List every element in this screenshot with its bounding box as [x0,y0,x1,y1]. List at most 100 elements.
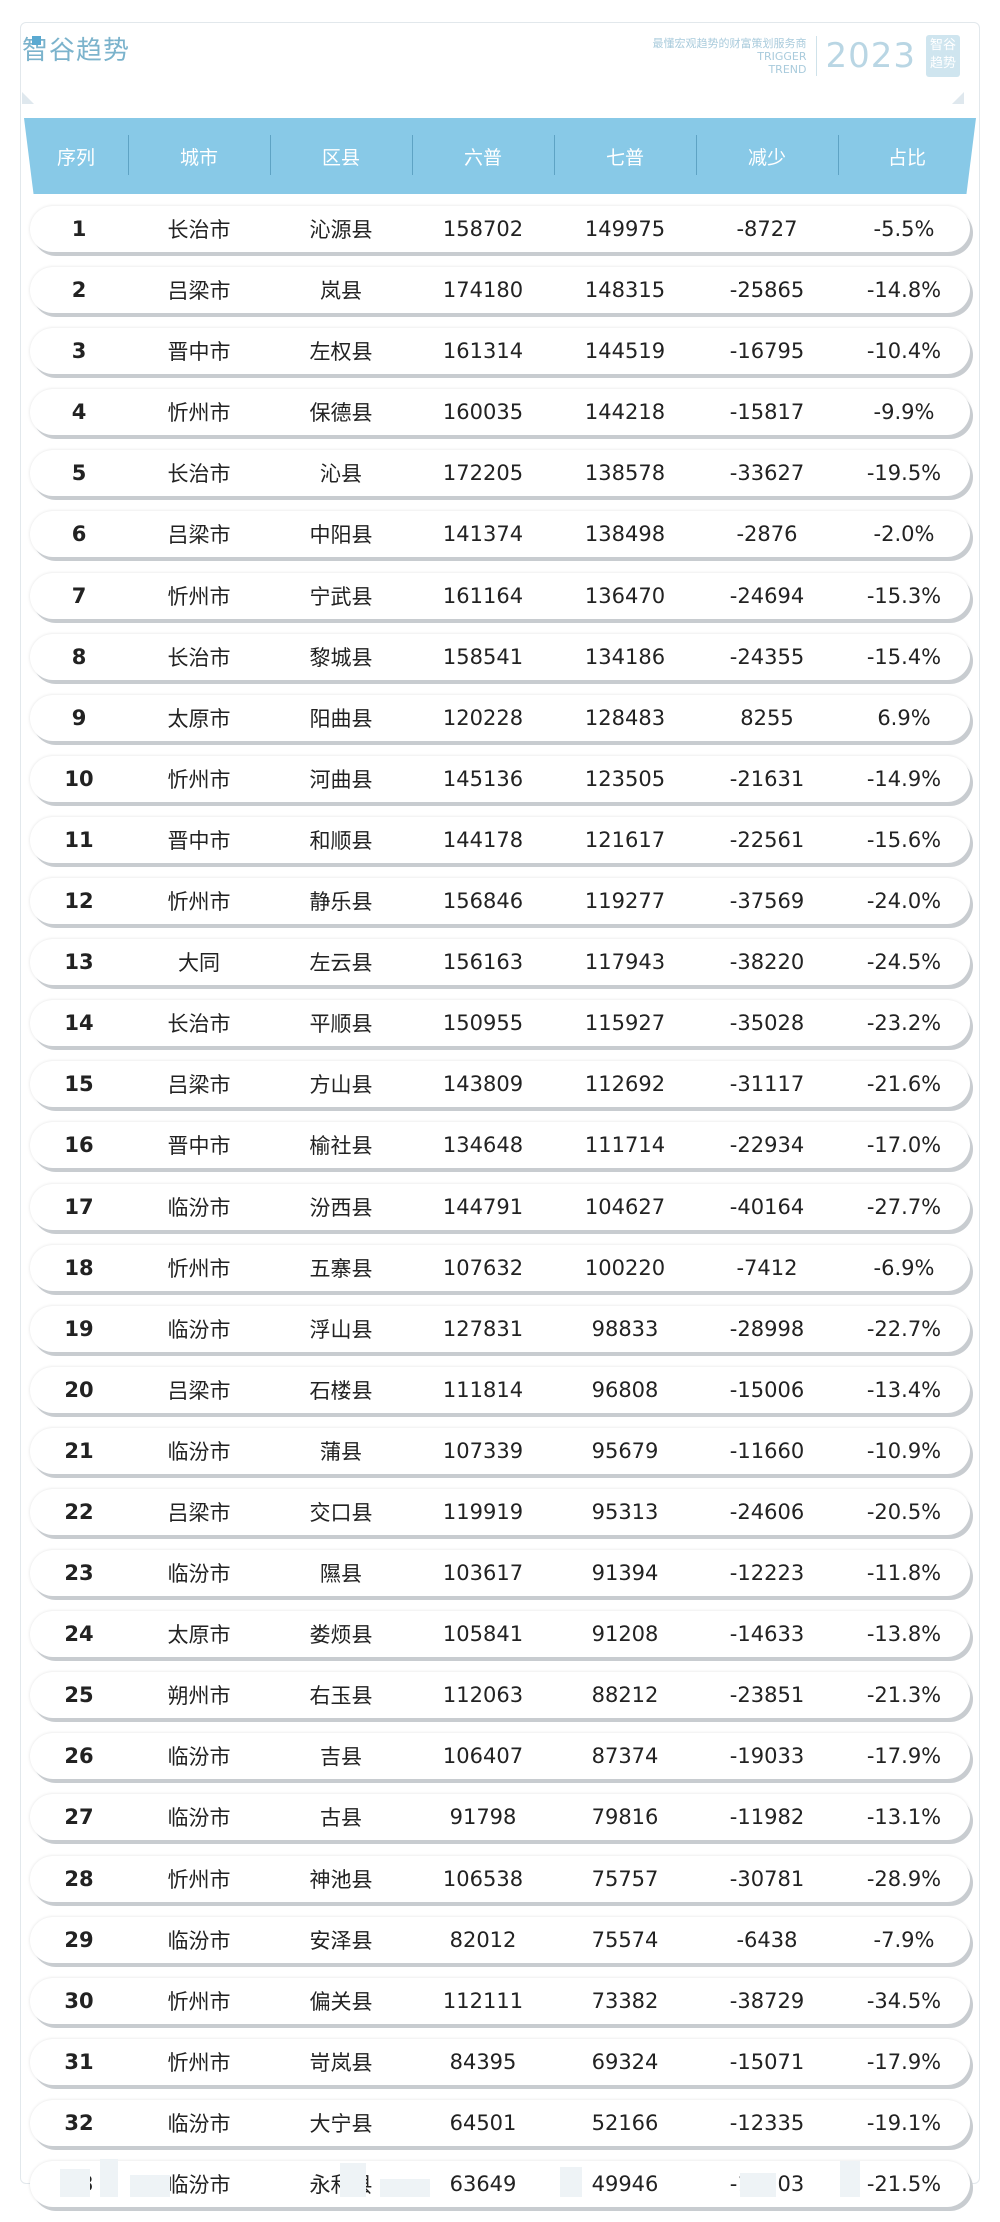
header-city: 城市 [128,134,270,175]
table-row: 15 吕梁市 方山县 143809 112692 -31117 -21.6% [30,1061,970,1108]
cell-ratio: -14.9% [866,766,942,791]
cell-index: 20 [64,1377,94,1402]
cell-seventh-census: 75574 [591,1927,659,1952]
cell-county: 安泽县 [309,1928,373,1953]
cell-sixth-census: 156846 [442,889,524,914]
cell-decrease: -24606 [729,1499,805,1524]
cell-seventh-census: 123505 [584,766,666,791]
table-row: 3 晋中市 左权县 161314 144519 -16795 -10.4% [30,328,970,375]
cell-city: 朔州市 [167,1684,231,1709]
cell-county: 古县 [320,1806,362,1831]
cell-ratio: -17.9% [866,2049,942,2074]
cell-city: 忻州市 [167,584,231,609]
corner-decoration-left [22,92,34,104]
cell-city: 太原市 [167,1623,231,1648]
cell-sixth-census: 143809 [442,1072,524,1097]
cell-index: 31 [64,2049,94,2074]
cell-city: 临汾市 [167,1317,231,1342]
cell-city: 忻州市 [167,890,231,915]
cell-sixth-census: 84395 [449,2049,517,2074]
cell-decrease: -15006 [729,1377,805,1402]
cell-decrease: -12335 [729,2110,805,2135]
cell-seventh-census: 104627 [584,1194,666,1219]
cell-county: 岢岚县 [309,2050,373,2075]
table-row: 6 吕梁市 中阳县 141374 138498 -2876 -2.0% [30,511,970,558]
cell-county: 中阳县 [309,523,373,548]
table-row: 10 忻州市 河曲县 145136 123505 -21631 -14.9% [30,755,970,802]
cell-city: 吕梁市 [167,1500,231,1525]
cell-county: 浮山县 [309,1317,373,1342]
cell-index: 7 [71,583,87,608]
cell-county: 偏关县 [309,1989,373,2014]
cell-city: 长治市 [167,462,231,487]
cell-sixth-census: 144178 [442,827,524,852]
cell-seventh-census: 111714 [584,1133,666,1158]
cell-sixth-census: 112111 [442,1988,524,2013]
cell-index: 29 [64,1927,94,1952]
cell-county: 保德县 [309,401,373,426]
cell-county: 交口县 [309,1500,373,1525]
cell-decrease: -11982 [729,1805,805,1830]
cell-ratio: -24.0% [866,889,942,914]
cell-ratio: -34.5% [866,1988,942,2013]
cell-county: 沁源县 [309,218,373,242]
cell-decrease: -37569 [729,889,805,914]
cell-seventh-census: 88212 [591,1683,659,1708]
cell-decrease: -22934 [729,1133,805,1158]
cell-county: 石楼县 [309,1378,373,1403]
cell-sixth-census: 156163 [442,950,524,975]
cell-index: 8 [71,644,87,669]
cell-ratio: -9.9% [873,400,935,425]
table-row: 12 忻州市 静乐县 156846 119277 -37569 -24.0% [30,878,970,925]
cell-seventh-census: 52166 [591,2110,659,2135]
cell-ratio: -13.1% [866,1805,942,1830]
cell-county: 大宁县 [309,2111,373,2136]
cell-seventh-census: 136470 [584,583,666,608]
badge-line1: 智谷 [929,38,956,53]
cell-index: 25 [64,1683,94,1708]
cell-index: 17 [64,1194,94,1219]
cell-sixth-census: 174180 [442,278,524,303]
skyline-decoration [40,2157,940,2197]
table-row: 8 长治市 黎城县 158541 134186 -24355 -15.4% [30,633,970,680]
cell-city: 临汾市 [167,1745,231,1770]
cell-sixth-census: 144791 [442,1194,524,1219]
cell-county: 榆社县 [309,1134,373,1159]
cell-sixth-census: 158702 [442,217,524,241]
table-row: 5 长治市 沁县 172205 138578 -33627 -19.5% [30,450,970,497]
cell-city: 吕梁市 [167,279,231,304]
header-ratio: 占比 [838,134,976,175]
cell-index: 24 [64,1622,94,1647]
cell-decrease: -24694 [729,583,805,608]
cell-county: 隰县 [320,1562,362,1587]
cell-county: 方山县 [309,1073,373,1098]
cell-county: 右玉县 [309,1684,373,1709]
cell-ratio: -28.9% [866,1866,942,1891]
cell-county: 汾西县 [309,1195,373,1220]
cell-city: 临汾市 [167,1439,231,1464]
table-row: 23 临汾市 隰县 103617 91394 -12223 -11.8% [30,1550,970,1597]
cell-decrease: -7412 [736,1255,798,1280]
table-row: 13 大同 左云县 156163 117943 -38220 -24.5% [30,939,970,986]
cell-index: 13 [64,950,94,975]
cell-sixth-census: 141374 [442,522,524,547]
cell-index: 15 [64,1072,94,1097]
cell-sixth-census: 119919 [442,1499,524,1524]
table-row: 27 临汾市 古县 91798 79816 -11982 -13.1% [30,1794,970,1841]
table-row: 30 忻州市 偏关县 112111 73382 -38729 -34.5% [30,1977,970,2024]
cell-ratio: 6.9% [877,705,931,730]
cell-seventh-census: 100220 [584,1255,666,1280]
cell-decrease: -2876 [736,522,798,547]
cell-index: 23 [64,1561,94,1586]
cell-index: 9 [71,705,87,730]
cell-decrease: -35028 [729,1011,805,1036]
cell-city: 长治市 [167,218,231,242]
cell-seventh-census: 121617 [584,827,666,852]
cell-city: 晋中市 [167,340,231,365]
cell-sixth-census: 103617 [442,1561,524,1586]
header-decrease: 减少 [696,134,838,175]
cell-index: 1 [71,217,87,241]
cell-index: 4 [71,400,87,425]
table-row: 2 吕梁市 岚县 174180 148315 -25865 -14.8% [30,267,970,314]
cell-decrease: -28998 [729,1316,805,1341]
